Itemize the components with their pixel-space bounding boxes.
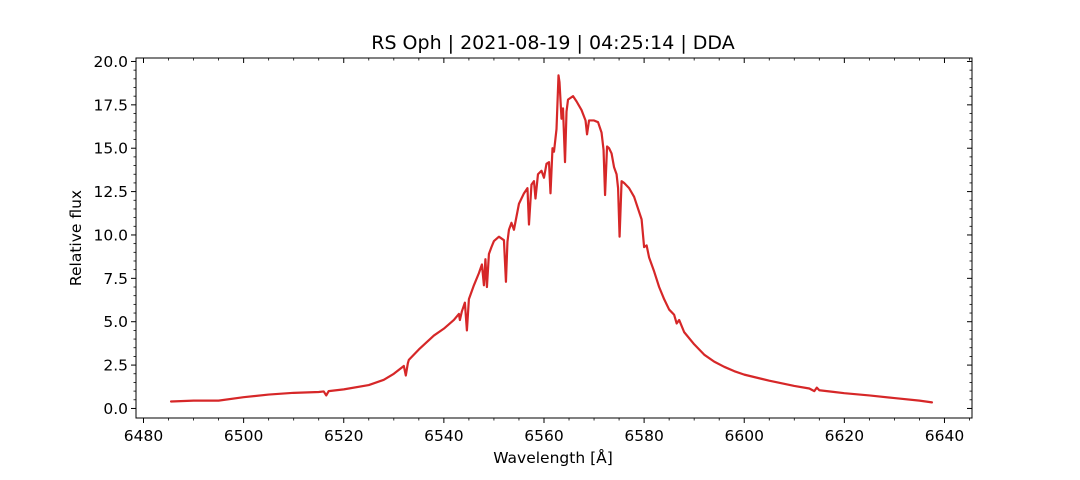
chart-title: RS Oph | 2021-08-19 | 04:25:14 | DDA [371,32,734,54]
y-tick-label: 7.5 [103,270,128,288]
y-tick-label: 20.0 [93,53,128,71]
x-tick-label: 6540 [424,427,463,445]
x-tick-label: 6500 [224,427,263,445]
x-tick-label: 6520 [324,427,363,445]
y-tick-label: 12.5 [93,183,128,201]
plot-area [169,74,934,404]
axis-ticks: 6480 6500 6520 6540 6560 6580 6600 6620 6640 0.0 2… [93,53,972,445]
y-axis-label: Relative flux [67,190,85,286]
y-tick-label: 15.0 [93,140,128,158]
y-tick-label: 10.0 [93,226,128,244]
y-tick-label: 2.5 [103,357,128,375]
plot-frame [135,57,973,419]
x-tick-label: 6560 [524,427,563,445]
x-tick-label: 6600 [725,427,764,445]
x-axis-label: Wavelength [Å] [493,448,613,467]
x-tick-label: 6640 [925,427,964,445]
series-line-0 [169,74,934,404]
y-tick-label: 0.0 [103,400,128,418]
y-tick-label: 5.0 [103,313,128,331]
y-tick-label: 17.5 [93,96,128,114]
x-tick-label: 6480 [124,427,163,445]
x-tick-label: 6580 [624,427,663,445]
x-tick-label: 6620 [825,427,864,445]
